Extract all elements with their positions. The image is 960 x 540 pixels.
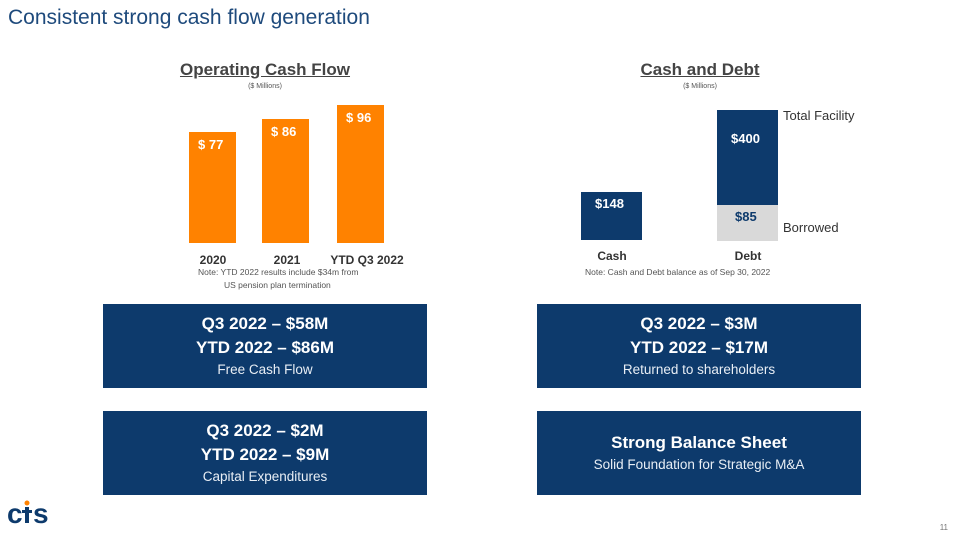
debt-category-label: Debt [734,249,762,263]
capex-caption: Capital Expenditures [202,469,328,484]
cash-and-debt-note: Note: Cash and Debt balance as of Sep 30… [585,267,771,277]
cash-and-debt-title: Cash and Debt [640,60,760,79]
svg-text:s: s [33,499,49,529]
ocf-bar-label-ytd-q3-2022: $ 96 [346,109,372,125]
ocf-bar-2021 [262,119,309,243]
free-cash-flow-box: Q3 2022 – $58M YTD 2022 – $86M Free Cash… [103,304,427,388]
capital-expenditures-box: Q3 2022 – $2M YTD 2022 – $9M Capital Exp… [103,411,427,495]
svg-text:c: c [7,499,23,529]
operating-cash-flow-units: ($ Millions) [248,83,282,90]
total-facility-bar-label: $400 [731,131,760,146]
ocf-bar-label-2020: $ 77 [198,137,224,153]
returned-caption: Returned to shareholders [622,362,776,377]
operating-cash-flow-note-line2: US pension plan termination [224,280,331,290]
cash-and-debt-chart: $148 $400 $85 Cash Debt [560,90,810,270]
free-cash-flow-q3: Q3 2022 – $58M [201,314,329,333]
total-facility-side-label: Total Facility [783,108,855,123]
capex-ytd: YTD 2022 – $9M [200,445,330,464]
balance-sheet-caption: Solid Foundation for Strategic M&A [593,457,805,472]
operating-cash-flow-note-line1: Note: YTD 2022 results include $34m from [198,267,359,277]
slide-title: Consistent strong cash flow generation [8,6,370,29]
ocf-bar-2020 [189,132,236,243]
free-cash-flow-ytd: YTD 2022 – $86M [196,338,334,357]
cash-and-debt-units: ($ Millions) [683,83,717,90]
ocf-category-2021: 2021 [273,253,301,267]
cash-bar [581,192,642,240]
returned-to-shareholders-box: Q3 2022 – $3M YTD 2022 – $17M Returned t… [537,304,861,388]
operating-cash-flow-title: Operating Cash Flow [179,60,351,79]
cts-logo-mark: c s [7,498,49,529]
ocf-category-ytd-q3-2022: YTD Q3 2022 [330,253,404,267]
cts-logo: c s [6,498,62,534]
cash-bar-label: $148 [595,196,624,211]
borrowed-bar-label: $85 [735,208,757,224]
ocf-category-2020: 2020 [199,253,227,267]
borrowed-bar [717,204,778,241]
balance-sheet-box: Strong Balance Sheet Solid Foundation fo… [537,411,861,495]
total-facility-bar [717,110,778,205]
capex-q3: Q3 2022 – $2M [206,421,324,440]
ocf-bar-label-2021: $ 86 [271,124,297,140]
cash-category-label: Cash [597,249,627,263]
free-cash-flow-caption: Free Cash Flow [217,362,313,377]
operating-cash-flow-chart: $ 77 $ 86 $ 96 2020 2021 YTD Q3 2022 [170,90,410,270]
ocf-bar-ytd-q3-2022 [337,104,384,243]
page-number: 11 [939,523,948,532]
borrowed-side-label: Borrowed [783,220,839,235]
returned-ytd: YTD 2022 – $17M [630,338,768,357]
returned-q3: Q3 2022 – $3M [640,314,758,333]
balance-sheet-heading: Strong Balance Sheet [611,433,787,452]
